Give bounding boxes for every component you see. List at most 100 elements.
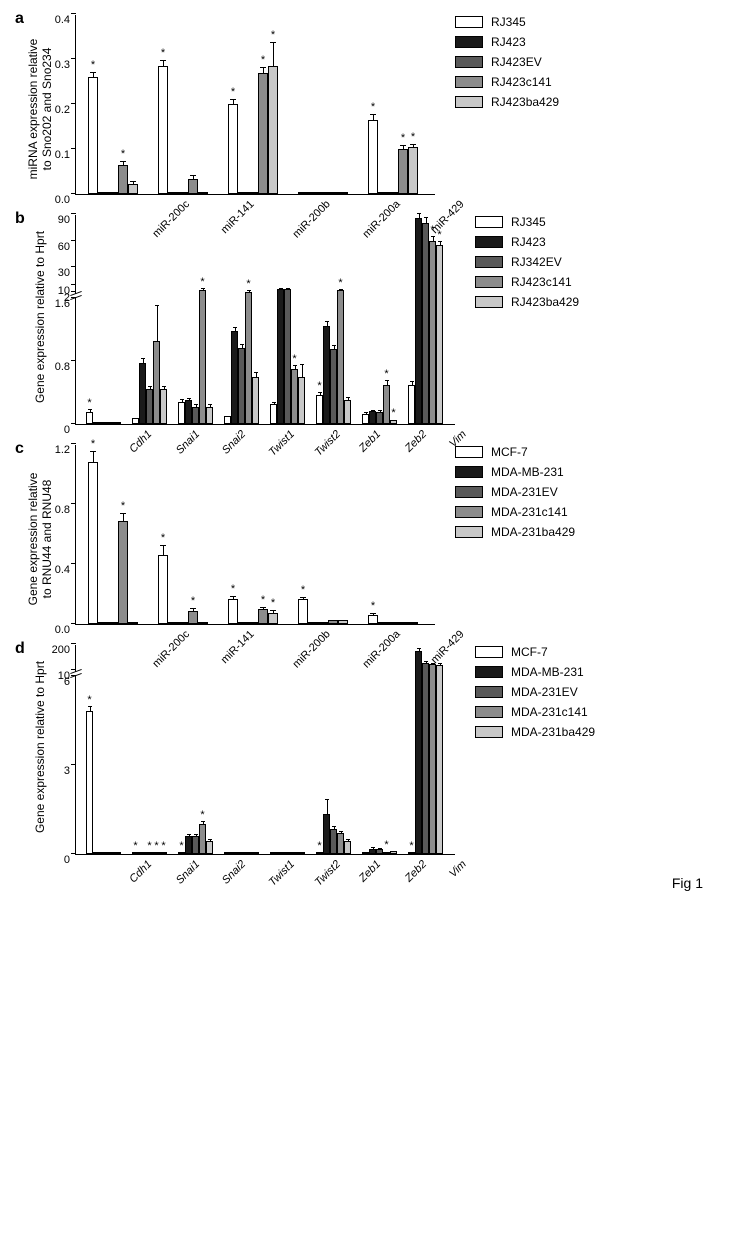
bar — [422, 223, 429, 424]
bar — [107, 852, 114, 854]
significance-star: * — [121, 148, 125, 160]
significance-star: * — [147, 840, 151, 852]
legend-swatch — [475, 236, 503, 248]
legend-c: MCF-7MDA-MB-231MDA-231EVMDA-231c141MDA-2… — [455, 445, 575, 545]
bar — [330, 349, 337, 424]
bar — [388, 622, 398, 624]
legend-swatch — [455, 466, 483, 478]
significance-star: * — [231, 583, 235, 595]
significance-star: * — [161, 47, 165, 59]
bar — [408, 622, 418, 624]
bar — [93, 852, 100, 854]
legend-item: MDA-231c141 — [455, 505, 575, 519]
bar — [376, 849, 383, 854]
y-tick: 0.8 — [55, 504, 76, 516]
legend-swatch — [475, 296, 503, 308]
y-axis-label: Gene expression relative to Hprt — [33, 642, 47, 852]
bar — [146, 852, 153, 854]
legend-swatch — [455, 76, 483, 88]
legend-a: RJ345RJ423RJ423EVRJ423c141RJ423ba429 — [455, 15, 559, 115]
bar — [328, 620, 338, 625]
bar — [88, 462, 98, 624]
significance-star: * — [301, 584, 305, 596]
bar — [284, 289, 291, 424]
legend-label: RJ342EV — [511, 255, 562, 269]
bar — [270, 852, 277, 854]
significance-star: * — [338, 277, 342, 289]
legend-label: MCF-7 — [511, 645, 548, 659]
panel-letter-b: b — [15, 210, 25, 228]
bar — [118, 521, 128, 624]
panel-b: b 00.81.6210306090Cdh1*Snai1Snai2*Twist1… — [15, 215, 723, 425]
bar — [277, 852, 284, 854]
panel-c: c 0.00.40.81.2miR-200c**miR-141**miR-200… — [15, 445, 723, 625]
y-tick: 0.3 — [55, 59, 76, 71]
bar — [415, 651, 422, 854]
legend-label: MDA-MB-231 — [491, 465, 564, 479]
bar — [248, 622, 258, 624]
legend-item: MDA-231EV — [475, 685, 595, 699]
legend-swatch — [475, 256, 503, 268]
bar — [224, 852, 231, 854]
significance-star: * — [191, 595, 195, 607]
significance-star: * — [121, 500, 125, 512]
bar — [258, 73, 268, 195]
legend-item: RJ423 — [475, 235, 579, 249]
chart-a: 0.00.10.20.30.4miR-200c**miR-141*miR-200… — [75, 15, 435, 195]
bar — [248, 192, 258, 194]
bar — [178, 622, 188, 624]
legend-label: MCF-7 — [491, 445, 528, 459]
bar — [198, 622, 208, 624]
y-tick: 0.2 — [55, 104, 76, 116]
bar — [398, 622, 408, 624]
bar — [252, 377, 259, 424]
bar — [298, 599, 308, 624]
legend-label: RJ423EV — [491, 55, 542, 69]
bar — [390, 851, 397, 854]
chart-c: 0.00.40.81.2miR-200c**miR-141**miR-200b*… — [75, 445, 435, 625]
legend-label: RJ423 — [491, 35, 526, 49]
bar — [198, 192, 208, 194]
significance-star: * — [411, 131, 415, 143]
legend-swatch — [475, 276, 503, 288]
legend-swatch — [455, 96, 483, 108]
bar — [270, 404, 277, 424]
bar — [238, 852, 245, 854]
legend-item: MDA-231ba429 — [455, 525, 575, 539]
legend-swatch — [475, 646, 503, 658]
significance-star: * — [179, 840, 183, 852]
bar — [108, 192, 118, 194]
bar — [100, 852, 107, 854]
bar — [132, 418, 139, 424]
significance-star: * — [391, 407, 395, 419]
y-tick: 0 — [64, 424, 76, 436]
legend-item: MCF-7 — [455, 445, 575, 459]
significance-star: * — [261, 54, 265, 66]
significance-star: * — [200, 276, 204, 288]
significance-star: * — [384, 368, 388, 380]
bar — [178, 852, 185, 854]
bar — [344, 841, 351, 854]
bar — [192, 407, 199, 424]
legend-d: MCF-7MDA-MB-231MDA-231EVMDA-231c141MDA-2… — [475, 645, 595, 745]
legend-swatch — [475, 726, 503, 738]
bar — [252, 852, 259, 854]
significance-star: * — [87, 694, 91, 706]
legend-item: MDA-231ba429 — [475, 725, 595, 739]
legend-b: RJ345RJ423RJ342EVRJ423c141RJ423ba429 — [475, 215, 579, 315]
bar — [185, 836, 192, 854]
legend-swatch — [475, 706, 503, 718]
significance-star: * — [161, 532, 165, 544]
bar — [368, 120, 378, 194]
legend-swatch — [475, 666, 503, 678]
y-tick: 0.4 — [55, 564, 76, 576]
bar — [118, 165, 128, 194]
bar — [192, 836, 199, 854]
legend-label: MDA-231c141 — [491, 505, 568, 519]
significance-star: * — [87, 397, 91, 409]
bar — [308, 192, 318, 194]
significance-star: * — [401, 132, 405, 144]
bar — [153, 852, 160, 854]
legend-swatch — [455, 56, 483, 68]
bar — [100, 422, 107, 424]
